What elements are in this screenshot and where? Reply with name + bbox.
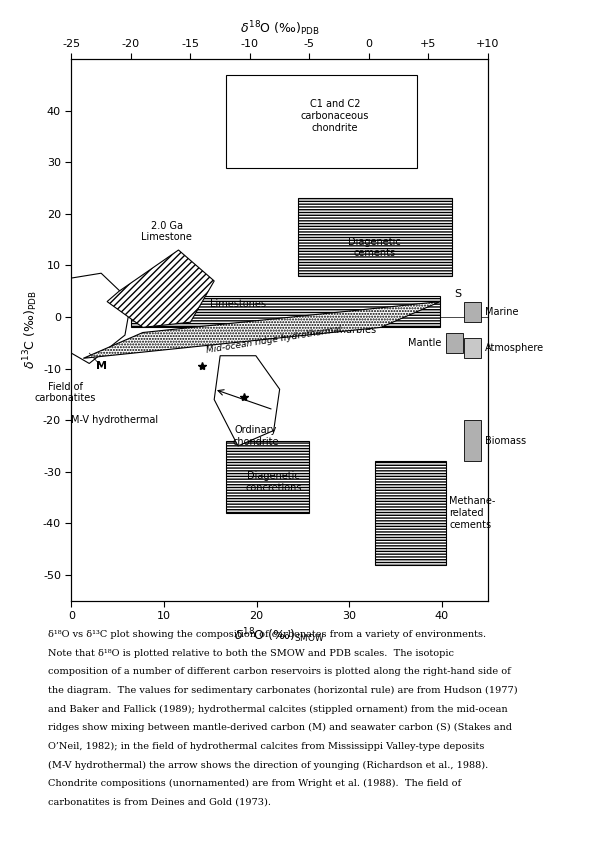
Text: composition of a number of different carbon reservoirs is plotted along the righ: composition of a number of different car… bbox=[48, 667, 511, 677]
Text: Methane-
related
cements: Methane- related cements bbox=[449, 497, 496, 530]
Text: M-V hydrothermal: M-V hydrothermal bbox=[71, 415, 158, 426]
Text: M: M bbox=[96, 361, 107, 371]
Text: Atmosphere: Atmosphere bbox=[486, 343, 544, 353]
Text: Mantle: Mantle bbox=[408, 338, 441, 348]
Text: carbonatites is from Deines and Gold (1973).: carbonatites is from Deines and Gold (19… bbox=[48, 798, 271, 807]
Text: S: S bbox=[455, 289, 462, 299]
Bar bbox=[464, 338, 481, 359]
Bar bbox=[298, 199, 452, 276]
Text: (M-V hydrothermal) the arrow shows the direction of younging (Richardson et al.,: (M-V hydrothermal) the arrow shows the d… bbox=[48, 761, 488, 770]
Text: Diagenetic
cements: Diagenetic cements bbox=[349, 237, 401, 258]
Polygon shape bbox=[54, 273, 131, 364]
Text: Marine: Marine bbox=[486, 307, 519, 317]
X-axis label: $\delta^{18}$O (‰)$_{\mathregular{SMOW}}$: $\delta^{18}$O (‰)$_{\mathregular{SMOW}}… bbox=[234, 627, 325, 645]
Bar bbox=[226, 74, 416, 168]
Text: Biomass: Biomass bbox=[486, 436, 527, 446]
Bar bbox=[226, 441, 309, 513]
Text: and marbles: and marbles bbox=[315, 325, 375, 335]
Text: ridges show mixing between mantle-derived carbon (M) and seawater carbon (S) (St: ridges show mixing between mantle-derive… bbox=[48, 723, 512, 733]
Text: Note that δ¹⁸O is plotted relative to both the SMOW and PDB scales.  The isotopi: Note that δ¹⁸O is plotted relative to bo… bbox=[48, 649, 453, 658]
Text: C1 and C2
carbonaceous
chondrite: C1 and C2 carbonaceous chondrite bbox=[301, 99, 369, 133]
Bar bbox=[375, 461, 446, 564]
Bar bbox=[464, 301, 481, 322]
X-axis label: $\delta^{18}$O (‰)$_{\mathregular{PDB}}$: $\delta^{18}$O (‰)$_{\mathregular{PDB}}$ bbox=[240, 19, 320, 38]
Text: Field of
carbonatites: Field of carbonatites bbox=[35, 382, 96, 403]
Text: δ¹⁸O vs δ¹³C plot showing the composition of carbonates from a variety of enviro: δ¹⁸O vs δ¹³C plot showing the compositio… bbox=[48, 630, 486, 640]
Text: Ordinary
chondrite: Ordinary chondrite bbox=[233, 426, 279, 447]
Bar bbox=[464, 420, 481, 461]
Polygon shape bbox=[107, 250, 214, 327]
Text: O’Neil, 1982); in the field of hydrothermal calcites from Mississippi Valley-typ: O’Neil, 1982); in the field of hydrother… bbox=[48, 742, 484, 751]
Polygon shape bbox=[83, 301, 440, 359]
Text: 2.0 Ga
Limestone: 2.0 Ga Limestone bbox=[141, 221, 192, 242]
Text: the diagram.  The values for sedimentary carbonates (horizontal rule) are from H: the diagram. The values for sedimentary … bbox=[48, 686, 517, 695]
Bar bbox=[131, 296, 440, 327]
Text: Chondrite compositions (unornamented) are from Wright et al. (1988).  The field : Chondrite compositions (unornamented) ar… bbox=[48, 779, 461, 788]
Text: Mid-ocean ridge hydrothermal: Mid-ocean ridge hydrothermal bbox=[205, 325, 342, 355]
Y-axis label: $\delta^{13}$C (‰)$_{\mathregular{PDB}}$: $\delta^{13}$C (‰)$_{\mathregular{PDB}}$ bbox=[21, 290, 40, 370]
Bar bbox=[446, 332, 463, 353]
Polygon shape bbox=[214, 355, 280, 446]
Text: Diagenetic
concretions: Diagenetic concretions bbox=[246, 471, 302, 493]
Text: and Baker and Fallick (1989); hydrothermal calcites (stippled ornament) from the: and Baker and Fallick (1989); hydrotherm… bbox=[48, 705, 507, 714]
Text: Limestones: Limestones bbox=[210, 299, 266, 310]
